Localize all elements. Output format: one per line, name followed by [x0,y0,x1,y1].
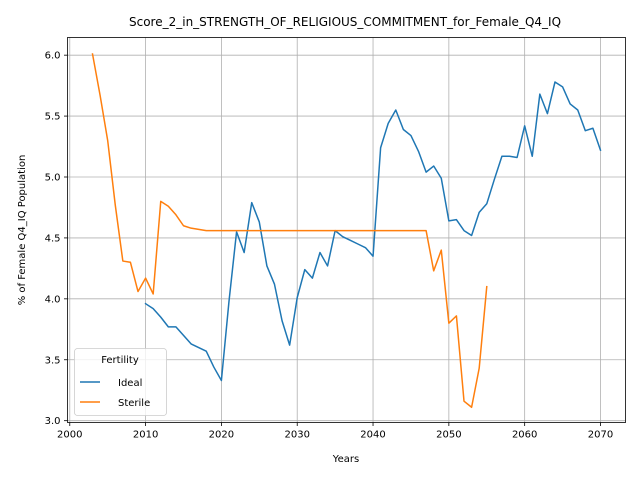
y-tick-label: 4.5 [45,233,61,244]
x-tick-label: 2000 [57,430,82,441]
series-line-sterile [91,53,488,409]
series-layer [91,53,602,409]
legend-label-sterile: Sterile [118,398,150,409]
x-tick-label: 2070 [588,430,613,441]
legend: Fertility Ideal Sterile [74,348,167,416]
grid [67,37,626,423]
x-tick-label: 2040 [360,430,385,441]
y-tick-label: 4.0 [45,294,61,305]
y-tick-label: 6.0 [45,51,61,62]
chart-title: Score_2_in_STRENGTH_OF_RELIGIOUS_COMMITM… [129,15,561,29]
y-axis: 3.0 3.5 4.0 4.5 5.0 5.5 6.0 [45,51,68,427]
x-tick-label: 2030 [284,430,309,441]
y-tick-label: 3.0 [45,416,61,427]
x-axis: 2000 2010 2020 2030 2040 2050 2060 2070 [57,422,613,441]
y-axis-label: % of Female Q4_IQ Population [17,155,28,306]
x-tick-label: 2050 [436,430,461,441]
legend-label-ideal: Ideal [118,378,142,389]
y-tick-label: 3.5 [45,355,61,366]
x-tick-label: 2060 [512,430,537,441]
legend-box [74,348,167,416]
x-axis-label: Years [332,454,359,465]
x-tick-label: 2010 [133,430,158,441]
plot-frame [67,37,626,423]
y-tick-label: 5.5 [45,112,61,123]
x-tick-label: 2020 [209,430,234,441]
series-line-ideal [144,81,602,382]
y-tick-label: 5.0 [45,173,61,184]
legend-title: Fertility [101,355,139,366]
